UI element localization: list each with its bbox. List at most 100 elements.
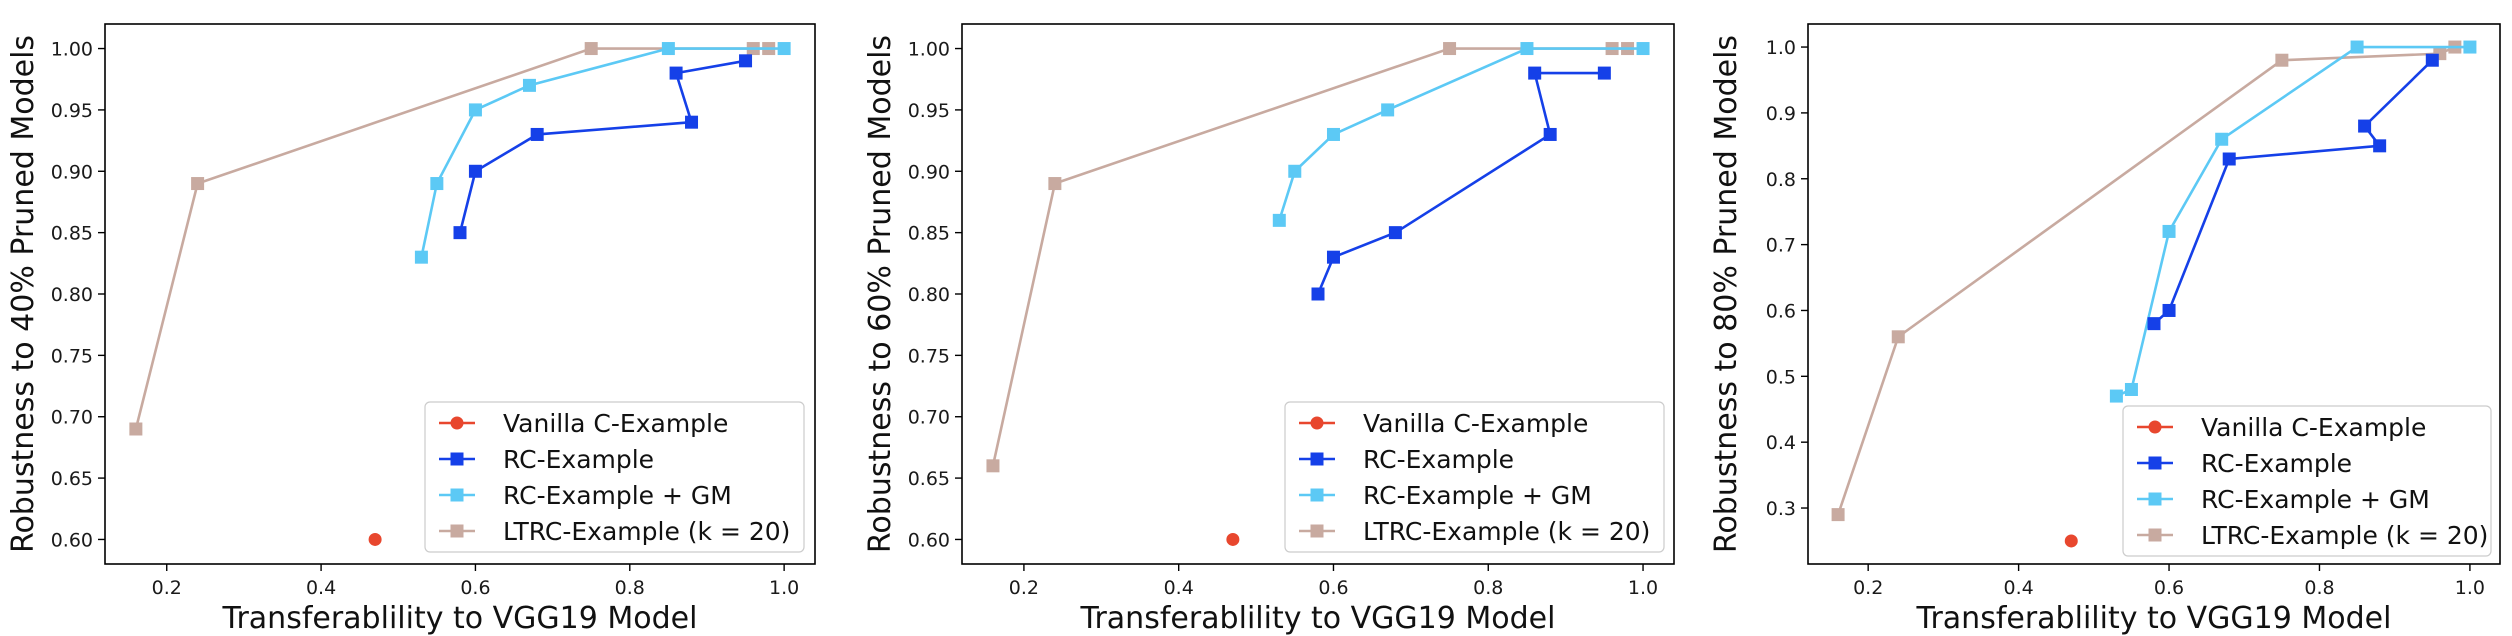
y-tick-label: 0.65 [51,468,93,490]
chart-panel-3: 0.2 0.4 0.6 0.8 1.0 0.3 0.4 0.5 0.6 0.7 0.8 0.9 1.0 T… [1709,23,2501,636]
data-point [1543,127,1557,141]
data-point [368,532,382,546]
series-line [2153,59,2434,325]
x-tick-label: 0.4 [1164,577,1194,599]
legend-marker [2148,528,2162,542]
legend-label: RC-Example + GM [2201,485,2430,514]
data-point [1520,42,1534,56]
series-ltrc-example-k-20 [1831,40,2462,522]
y-tick-label: 1.00 [908,39,950,61]
legend-label: RC-Example + GM [503,481,732,510]
data-point [1272,213,1286,227]
x-tick-label: 0.4 [306,577,336,599]
series-line [458,59,746,233]
data-point [661,42,675,56]
legend-marker [450,452,464,466]
data-point [1388,226,1402,240]
y-axis-title: Robustness to 80% Pruned Models [1709,35,1744,553]
x-tick-label: 0.2 [152,577,182,599]
y-tick-label: 0.95 [908,100,950,122]
y-tick-label: 0.60 [908,529,950,551]
legend-box [2122,405,2492,557]
data-point [2162,224,2176,238]
series-vanilla-c-example [2064,534,2078,548]
legend-marker [450,416,464,430]
y-tick-label: 0.65 [908,468,950,490]
y-tick-label: 0.9 [1766,103,1796,125]
data-point [1288,164,1302,178]
data-point [1381,103,1395,117]
legend-marker [450,524,464,538]
data-point [2373,139,2387,153]
data-point [414,250,428,264]
data-point [2350,40,2364,54]
data-point [1528,66,1542,80]
data-point [2124,382,2138,396]
y-tick-label: 0.8 [1766,169,1796,191]
legend: Vanilla C-Example RC-Example RC-Example + … [424,401,805,553]
series-rc-example [453,54,753,240]
legend-label: LTRC-Example (k = 20) [2201,521,2488,550]
legend-marker [1310,416,1324,430]
data-point [2215,132,2229,146]
series-rc-example [1311,66,1611,301]
data-point [986,459,1000,473]
legend-label: LTRC-Example (k = 20) [1363,517,1650,546]
series-ltrc-example-k-20 [129,42,776,436]
x-tick-label: 0.6 [1318,577,1348,599]
x-tick-label: 0.2 [1853,577,1883,599]
x-tick-label: 0.4 [2003,577,2033,599]
data-point [530,127,544,141]
x-tick-label: 1.0 [2455,577,2485,599]
data-point [522,78,536,92]
legend-label: LTRC-Example (k = 20) [503,517,790,546]
y-tick-label: 0.75 [908,345,950,367]
y-axis-title: Robustness to 40% Pruned Models [6,35,41,553]
data-point [2162,303,2176,317]
legend-label: RC-Example + GM [1363,481,1592,510]
x-tick-label: 0.8 [1473,577,1503,599]
series-rc-example-gm [414,42,791,264]
data-point [739,54,753,68]
data-point [2109,389,2123,403]
data-point [1443,42,1457,56]
series-vanilla-c-example [368,532,382,546]
x-tick-label: 0.8 [2304,577,2334,599]
legend-label: Vanilla C-Example [503,409,728,438]
legend-marker [2148,492,2162,506]
x-axis-title: Transferablility to VGG19 Model [1080,601,1556,636]
y-tick-label: 0.70 [908,407,950,429]
y-tick-label: 0.70 [51,407,93,429]
y-tick-label: 0.60 [51,529,93,551]
legend-label: RC-Example [2201,449,2352,478]
legend-label: RC-Example [503,445,654,474]
y-tick-label: 0.90 [908,161,950,183]
legend: Vanilla C-Example RC-Example RC-Example + … [2122,405,2492,557]
legend-label: Vanilla C-Example [1363,409,1588,438]
y-tick-label: 0.3 [1766,498,1796,520]
series-rc-example-gm [2109,40,2477,403]
data-point [2064,534,2078,548]
legend-marker [1310,488,1324,502]
data-point [468,164,482,178]
y-tick-label: 0.7 [1766,235,1796,257]
legend-marker [1310,524,1324,538]
y-tick-label: 0.4 [1766,432,1796,454]
x-tick-label: 0.6 [2154,577,2184,599]
y-tick-label: 0.5 [1766,366,1796,388]
data-point [1311,287,1325,301]
data-point [1831,508,1845,522]
data-point [468,103,482,117]
y-tick-label: 0.80 [51,284,93,306]
x-tick-label: 0.2 [1009,577,1039,599]
axes-frame [1807,23,2501,565]
legend-marker [2148,420,2162,434]
data-point [685,115,699,129]
data-point [129,422,143,436]
data-point [1326,250,1340,264]
data-point [191,177,205,191]
legend-box [1284,401,1665,553]
x-tick-label: 0.8 [615,577,645,599]
data-point [2425,53,2439,67]
y-tick-label: 0.85 [51,223,93,245]
